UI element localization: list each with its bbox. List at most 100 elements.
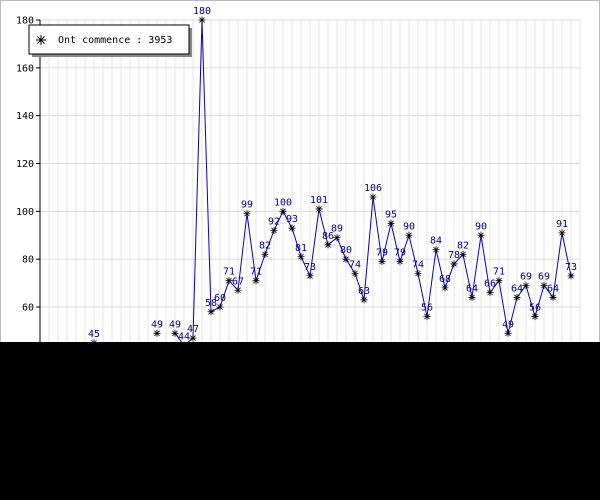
y-tick-label: 100	[16, 207, 34, 218]
y-tick-label: 160	[16, 63, 34, 74]
data-label: 95	[385, 209, 397, 220]
data-label: 71	[493, 267, 505, 278]
data-label: 56	[529, 303, 541, 314]
data-label: 47	[187, 324, 199, 335]
point-marker	[441, 284, 449, 292]
point-marker	[288, 224, 296, 232]
point-marker	[468, 293, 476, 301]
point-marker	[513, 293, 521, 301]
data-label: 45	[88, 329, 100, 340]
point-marker	[567, 272, 575, 280]
data-label: 44	[178, 331, 190, 342]
data-label: 180	[193, 6, 211, 17]
point-marker	[297, 253, 305, 261]
point-marker	[243, 210, 251, 218]
data-label: 67	[232, 276, 244, 287]
y-tick-label: 60	[22, 303, 34, 314]
point-marker	[360, 296, 368, 304]
point-marker	[495, 277, 503, 285]
data-label: 100	[274, 197, 292, 208]
point-marker	[153, 329, 161, 337]
point-marker	[279, 207, 287, 215]
data-label: 49	[151, 319, 163, 330]
occluded-area	[0, 342, 600, 500]
data-label: 63	[358, 286, 370, 297]
data-label: 101	[310, 195, 328, 206]
point-marker	[405, 231, 413, 239]
data-label: 82	[259, 240, 271, 251]
data-label: 64	[547, 283, 559, 294]
point-marker	[522, 281, 530, 289]
point-marker	[414, 270, 422, 278]
point-marker	[387, 219, 395, 227]
point-marker	[558, 229, 566, 237]
data-label: 74	[412, 260, 424, 271]
y-tick-label: 180	[16, 16, 34, 27]
point-marker	[315, 205, 323, 213]
data-label: 60	[214, 293, 226, 304]
point-marker	[342, 255, 350, 263]
point-marker	[531, 313, 539, 321]
y-tick-label: 140	[16, 111, 34, 122]
point-marker	[549, 293, 557, 301]
point-marker	[486, 289, 494, 297]
data-label: 71	[223, 267, 235, 278]
point-marker	[396, 258, 404, 266]
data-label: 99	[241, 200, 253, 211]
data-label: 79	[394, 248, 406, 259]
data-label: 73	[565, 262, 577, 273]
point-marker	[261, 250, 269, 258]
legend-box	[28, 24, 190, 55]
data-label: 49	[502, 319, 514, 330]
data-label: 69	[538, 271, 550, 282]
point-marker	[198, 16, 206, 24]
legend: Ont commence : 3953	[28, 24, 192, 57]
point-marker	[351, 270, 359, 278]
point-marker	[225, 277, 233, 285]
point-marker	[171, 329, 179, 337]
y-tick-label: 80	[22, 255, 34, 266]
y-tick-label: 120	[16, 159, 34, 170]
data-label: 74	[349, 260, 361, 271]
point-marker	[459, 250, 467, 258]
point-marker	[252, 277, 260, 285]
data-label: 82	[457, 240, 469, 251]
data-label: 93	[286, 214, 298, 225]
point-marker	[450, 260, 458, 268]
point-marker	[234, 286, 242, 294]
data-label: 92	[268, 216, 280, 227]
point-marker	[540, 281, 548, 289]
data-label: 68	[439, 274, 451, 285]
point-marker	[306, 272, 314, 280]
point-marker	[504, 329, 512, 337]
point-marker	[324, 241, 332, 249]
data-label: 91	[556, 219, 568, 230]
point-marker	[333, 234, 341, 242]
data-label: 80	[340, 245, 352, 256]
point-marker	[207, 308, 215, 316]
point-marker	[369, 193, 377, 201]
point-marker	[423, 313, 431, 321]
point-marker	[477, 231, 485, 239]
data-label: 84	[430, 236, 442, 247]
data-label: 64	[511, 283, 523, 294]
legend-label: Ont commence : 3953	[58, 35, 172, 46]
data-label: 56	[421, 303, 433, 314]
point-marker	[216, 303, 224, 311]
point-marker	[378, 258, 386, 266]
data-label: 71	[250, 267, 262, 278]
data-label: 106	[364, 183, 382, 194]
data-label: 81	[295, 243, 307, 254]
data-label: 69	[520, 271, 532, 282]
data-label: 73	[304, 262, 316, 273]
data-label: 49	[169, 319, 181, 330]
point-marker	[270, 226, 278, 234]
legend-marker	[36, 35, 46, 45]
data-label: 86	[322, 231, 334, 242]
point-marker	[432, 246, 440, 254]
data-label: 78	[448, 250, 460, 261]
data-label: 58	[205, 298, 217, 309]
data-label: 90	[475, 221, 487, 232]
data-label: 79	[376, 248, 388, 259]
